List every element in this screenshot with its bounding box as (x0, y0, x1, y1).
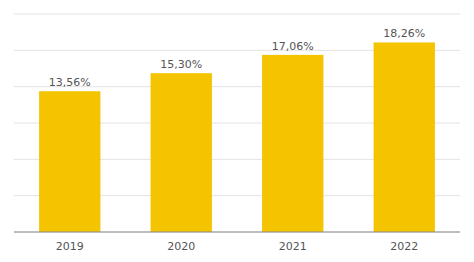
x-tick-label: 2019 (56, 240, 84, 253)
grid-line (14, 14, 460, 15)
data-label: 15,30% (160, 58, 202, 71)
bar (151, 73, 212, 232)
grid (14, 14, 460, 232)
x-axis-line (14, 232, 460, 233)
data-label: 17,06% (272, 40, 314, 53)
data-label: 13,56% (49, 76, 91, 89)
bar (262, 55, 323, 232)
bars (39, 42, 435, 232)
chart-container: 13,56% 15,30% 17,06% 18,26% 2019 2020 2021 2022 (0, 0, 474, 262)
x-tick-label: 2020 (167, 240, 195, 253)
grid-line (14, 232, 460, 233)
bar (374, 42, 435, 232)
x-tick-label: 2022 (390, 240, 418, 253)
chart: 13,56% 15,30% 17,06% 18,26% 2019 2020 2021 2022 (0, 0, 474, 262)
data-label: 18,26% (383, 27, 425, 40)
bar (39, 91, 100, 232)
x-tick-label: 2021 (279, 240, 307, 253)
